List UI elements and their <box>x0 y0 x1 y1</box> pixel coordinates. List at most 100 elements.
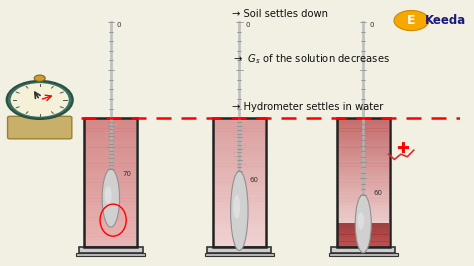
Bar <box>214 125 265 128</box>
Bar <box>214 243 265 246</box>
Bar <box>85 195 137 198</box>
Ellipse shape <box>110 147 114 148</box>
Bar <box>85 243 137 246</box>
Bar <box>214 170 265 173</box>
Bar <box>338 233 389 237</box>
Bar <box>338 189 389 192</box>
Bar <box>338 128 389 132</box>
Bar <box>338 211 389 214</box>
Ellipse shape <box>234 156 237 157</box>
Ellipse shape <box>233 195 240 219</box>
Bar <box>214 135 265 138</box>
Bar <box>214 144 265 148</box>
Ellipse shape <box>111 128 115 129</box>
Bar <box>338 182 389 186</box>
Ellipse shape <box>233 152 236 153</box>
Bar <box>214 195 265 198</box>
Bar <box>338 244 389 246</box>
Ellipse shape <box>234 132 237 134</box>
Bar <box>338 192 389 195</box>
Bar <box>214 208 265 211</box>
Ellipse shape <box>239 148 242 149</box>
Ellipse shape <box>115 143 118 144</box>
Ellipse shape <box>240 128 243 130</box>
Bar <box>338 135 389 138</box>
Bar <box>214 179 265 183</box>
Bar <box>85 182 137 186</box>
Bar <box>85 131 137 135</box>
Bar <box>85 176 137 180</box>
Bar <box>79 247 143 253</box>
Bar <box>214 201 265 205</box>
Bar <box>214 147 265 151</box>
Bar <box>338 241 389 244</box>
Bar <box>338 232 389 235</box>
Bar <box>338 225 389 228</box>
Bar <box>338 227 389 230</box>
Bar <box>214 217 265 221</box>
Bar <box>338 230 389 232</box>
Bar <box>338 224 389 227</box>
Ellipse shape <box>243 144 246 146</box>
Circle shape <box>394 10 429 31</box>
Bar <box>214 160 265 164</box>
Text: Keeda: Keeda <box>425 14 466 27</box>
Bar <box>85 160 137 164</box>
Bar <box>338 239 389 242</box>
Bar <box>85 233 137 237</box>
Bar <box>85 128 137 132</box>
Ellipse shape <box>105 154 109 156</box>
Bar <box>85 192 137 195</box>
Ellipse shape <box>105 186 112 204</box>
Ellipse shape <box>243 164 246 165</box>
Text: $\rightarrow\ G_s$ of the solution decreases: $\rightarrow\ G_s$ of the solution decre… <box>232 52 391 66</box>
Bar <box>214 122 265 125</box>
Bar <box>85 230 137 234</box>
Bar <box>338 154 389 157</box>
Bar <box>85 189 137 192</box>
Bar <box>338 141 389 144</box>
Bar <box>214 163 265 167</box>
Ellipse shape <box>357 212 364 230</box>
Ellipse shape <box>239 140 243 142</box>
Ellipse shape <box>241 160 244 161</box>
Bar <box>338 234 389 237</box>
Bar <box>338 163 389 167</box>
Bar <box>338 208 389 211</box>
Bar <box>85 217 137 221</box>
Bar <box>85 147 137 151</box>
Ellipse shape <box>355 194 371 253</box>
Bar <box>338 201 389 205</box>
Text: 70: 70 <box>122 171 131 177</box>
Bar <box>214 182 265 186</box>
Bar <box>338 227 389 230</box>
Ellipse shape <box>104 151 108 152</box>
Bar <box>338 176 389 180</box>
Bar <box>338 217 389 221</box>
Ellipse shape <box>109 166 112 167</box>
Bar <box>338 151 389 154</box>
Bar <box>85 211 137 214</box>
Bar <box>85 214 137 218</box>
Ellipse shape <box>115 124 118 126</box>
Bar <box>85 208 137 211</box>
Bar <box>214 211 265 214</box>
Bar <box>338 144 389 148</box>
Bar <box>214 224 265 227</box>
Bar <box>338 236 389 240</box>
Bar <box>85 198 137 202</box>
Ellipse shape <box>243 124 246 126</box>
Bar <box>85 236 137 240</box>
Circle shape <box>34 75 45 81</box>
Bar <box>85 240 137 243</box>
Bar <box>85 179 137 183</box>
Bar <box>338 221 389 224</box>
Bar <box>338 119 389 122</box>
Bar <box>214 227 265 230</box>
Bar <box>85 157 137 160</box>
Bar <box>214 205 265 208</box>
Bar <box>338 214 389 218</box>
Bar <box>214 128 265 132</box>
Bar <box>85 227 137 230</box>
Bar <box>331 247 395 253</box>
